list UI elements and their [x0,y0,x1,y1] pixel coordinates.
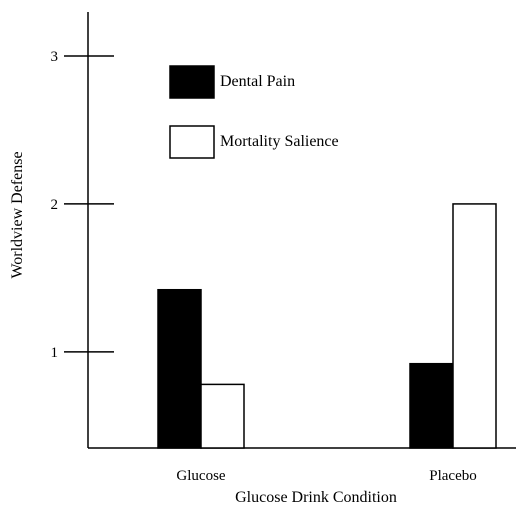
bar [453,204,496,448]
y-ticks: 1 2 3 [51,49,115,361]
x-tick-label: Placebo [429,468,476,484]
x-tick-label: Glucose [176,468,225,484]
legend-swatch [170,66,214,98]
legend: Dental Pain Mortality Salience [170,66,339,158]
bar [410,364,453,448]
y-tick-label: 1 [51,345,59,361]
y-tick-label: 2 [51,197,59,213]
y-tick-label: 3 [51,49,59,65]
x-axis-title: Glucose Drink Condition [235,489,397,506]
bars [158,204,496,448]
legend-swatch [170,126,214,158]
legend-label: Dental Pain [220,73,295,90]
x-tick-labels: Glucose Placebo [176,468,476,484]
legend-label: Mortality Salience [220,133,339,150]
y-axis-title: Worldview Defense [9,151,26,278]
bar [158,290,201,448]
bar [201,384,244,448]
